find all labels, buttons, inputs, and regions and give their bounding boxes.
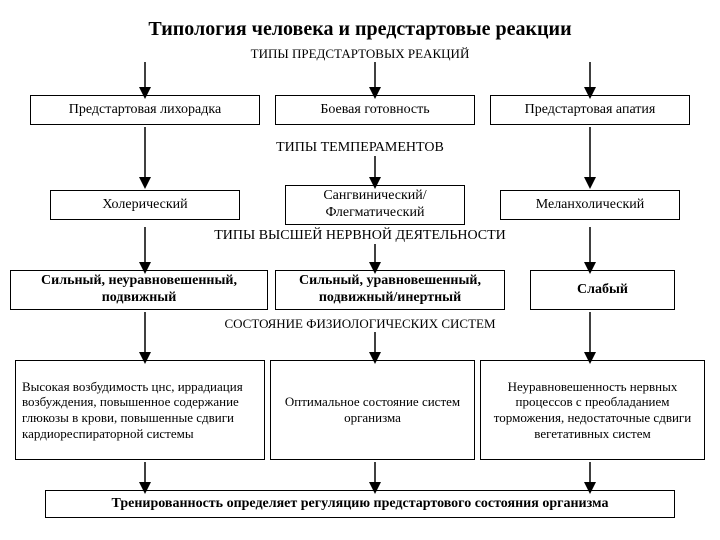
box-nervous-right-label: Слабый: [577, 282, 628, 299]
box-physio-center: Оптимальное состояние систем организма: [270, 360, 475, 460]
box-physio-left-label: Высокая возбудимость цнс, иррадиация воз…: [22, 379, 258, 441]
box-physio-right: Неуравновешенность нервных процессов с п…: [480, 360, 705, 460]
box-nervous-left: Сильный, неуравновешенный, подвижный: [10, 270, 268, 310]
box-nervous-center: Сильный, уравновешенный, подвижный/инерт…: [275, 270, 505, 310]
box-reactions-right-label: Предстартовая апатия: [525, 102, 656, 119]
box-physio-center-label: Оптимальное состояние систем организма: [277, 394, 468, 425]
box-reactions-left: Предстартовая лихорадка: [30, 95, 260, 125]
box-physio-left: Высокая возбудимость цнс, иррадиация воз…: [15, 360, 265, 460]
box-reactions-left-label: Предстартовая лихорадка: [69, 102, 221, 119]
main-title: Типология человека и предстартовые реакц…: [0, 18, 720, 41]
box-temper-right-label: Меланхолический: [536, 197, 645, 214]
box-temper-left-label: Холерический: [102, 197, 187, 214]
box-temper-center-label: Сангвинический/ Флегматический: [323, 188, 426, 222]
nervous-heading: ТИПЫ ВЫСШЕЙ НЕРВНОЙ ДЕЯТЕЛЬНОСТИ: [0, 228, 720, 244]
box-reactions-right: Предстартовая апатия: [490, 95, 690, 125]
box-physio-right-label: Неуравновешенность нервных процессов с п…: [487, 379, 698, 441]
box-reactions-center-label: Боевая готовность: [320, 102, 429, 119]
box-temper-left: Холерический: [50, 190, 240, 220]
box-nervous-right: Слабый: [530, 270, 675, 310]
temperaments-heading: ТИПЫ ТЕМПЕРАМЕНТОВ: [0, 140, 720, 156]
box-reactions-center: Боевая готовность: [275, 95, 475, 125]
box-nervous-left-label: Сильный, неуравновешенный, подвижный: [17, 273, 261, 307]
reactions-heading: ТИПЫ ПРЕДСТАРТОВЫХ РЕАКЦИЙ: [0, 46, 720, 62]
box-nervous-center-label: Сильный, уравновешенный, подвижный/инерт…: [282, 273, 498, 307]
box-temper-center: Сангвинический/ Флегматический: [285, 185, 465, 225]
footer-box: Тренированность определяет регуляцию пре…: [45, 490, 675, 518]
box-temper-right: Меланхолический: [500, 190, 680, 220]
physio-heading: СОСТОЯНИЕ ФИЗИОЛОГИЧЕСКИХ СИСТЕМ: [0, 316, 720, 332]
footer-label: Тренированность определяет регуляцию пре…: [112, 496, 609, 513]
